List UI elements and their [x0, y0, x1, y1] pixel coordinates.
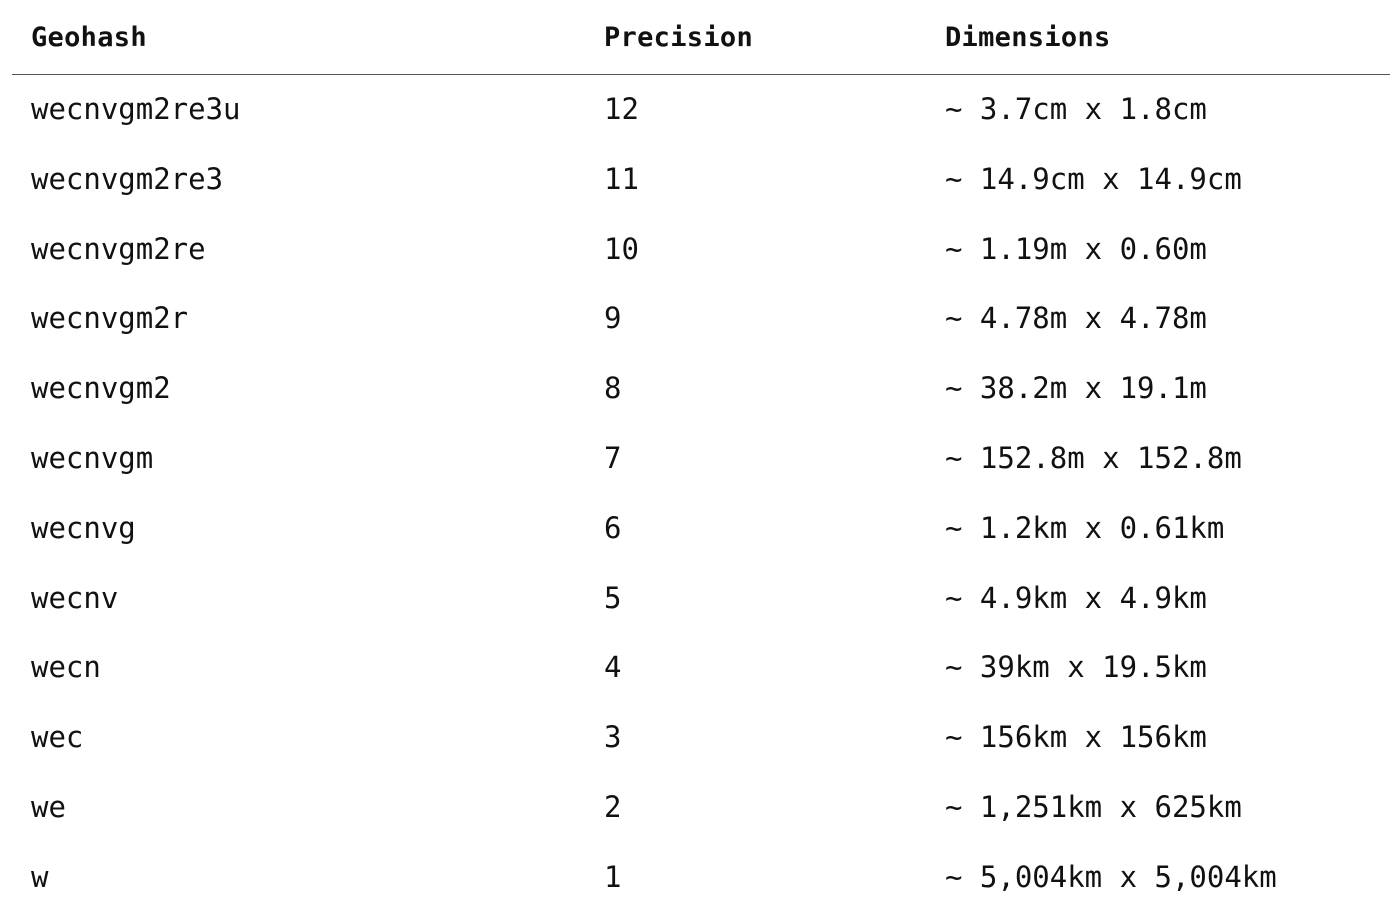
cell-geohash: wecnvgm2re3u: [31, 92, 241, 126]
cell-geohash: wec: [31, 720, 84, 755]
table-body: wecnvgm2re3u 12 ~ 3.7cm x 1.8cm wecnvgm2re3…: [12, 75, 1390, 913]
cell-precision: 4: [604, 650, 622, 685]
cell-precision: 9: [604, 301, 622, 336]
cell-geohash: wecnv: [31, 580, 119, 615]
header-dimensions: Dimensions: [945, 22, 1111, 53]
cell-precision: 1: [604, 859, 622, 894]
table-row: wecnvgm2re3u 12 ~ 3.7cm x 1.8cm: [12, 75, 1390, 145]
table-row: wecnvgm 7 ~ 152.8m x 152.8m: [12, 424, 1390, 494]
cell-geohash: wecnvgm2re: [31, 231, 206, 266]
table-row: wecnvgm2r 9 ~ 4.78m x 4.78m: [12, 284, 1390, 354]
table-row: wecnvgm2re 10 ~ 1.19m x 0.60m: [12, 215, 1390, 285]
table-row: wecnv 5 ~ 4.9km x 4.9km: [12, 564, 1390, 634]
geohash-table: Geohash Precision Dimensions wecnvgm2re3…: [12, 0, 1390, 913]
cell-dimensions: ~ 4.78m x 4.78m: [945, 301, 1207, 336]
cell-dimensions: ~ 14.9cm x 14.9cm: [945, 161, 1242, 196]
cell-dimensions: ~ 152.8m x 152.8m: [945, 440, 1242, 475]
cell-precision: 3: [604, 720, 622, 755]
cell-dimensions: ~ 39km x 19.5km: [945, 650, 1207, 685]
table-row: wecnvg 6 ~ 1.2km x 0.61km: [12, 494, 1390, 564]
cell-precision: 2: [604, 789, 622, 824]
cell-dimensions: ~ 5,004km x 5,004km: [945, 859, 1277, 894]
cell-dimensions: ~ 1.19m x 0.60m: [945, 231, 1207, 266]
cell-geohash: wecn: [31, 650, 101, 685]
table-header: Geohash Precision Dimensions: [12, 0, 1390, 75]
cell-precision: 10: [604, 231, 639, 266]
header-precision: Precision: [604, 22, 753, 53]
table-row: wecn 4 ~ 39km x 19.5km: [12, 633, 1390, 703]
cell-dimensions: ~ 1,251km x 625km: [945, 789, 1242, 824]
table-row: w 1 ~ 5,004km x 5,004km: [12, 843, 1390, 913]
cell-geohash: wecnvgm: [31, 440, 154, 475]
cell-precision: 5: [604, 580, 622, 615]
cell-dimensions: ~ 3.7cm x 1.8cm: [945, 92, 1207, 126]
cell-precision: 12: [604, 92, 639, 126]
cell-geohash: wecnvgm2re3: [31, 161, 224, 196]
table-row: wecnvgm2 8 ~ 38.2m x 19.1m: [12, 354, 1390, 424]
cell-dimensions: ~ 1.2km x 0.61km: [945, 510, 1225, 545]
table-row: wec 3 ~ 156km x 156km: [12, 703, 1390, 773]
cell-dimensions: ~ 4.9km x 4.9km: [945, 580, 1207, 615]
cell-dimensions: ~ 156km x 156km: [945, 720, 1207, 755]
cell-dimensions: ~ 38.2m x 19.1m: [945, 371, 1207, 406]
cell-geohash: w: [31, 859, 49, 894]
cell-precision: 6: [604, 510, 622, 545]
header-geohash: Geohash: [31, 22, 147, 53]
cell-geohash: we: [31, 789, 66, 824]
table-row: wecnvgm2re3 11 ~ 14.9cm x 14.9cm: [12, 145, 1390, 215]
cell-precision: 11: [604, 161, 639, 196]
cell-geohash: wecnvgm2: [31, 371, 171, 406]
table-row: we 2 ~ 1,251km x 625km: [12, 773, 1390, 843]
cell-geohash: wecnvgm2r: [31, 301, 189, 336]
cell-geohash: wecnvg: [31, 510, 136, 545]
cell-precision: 8: [604, 371, 622, 406]
cell-precision: 7: [604, 440, 622, 475]
